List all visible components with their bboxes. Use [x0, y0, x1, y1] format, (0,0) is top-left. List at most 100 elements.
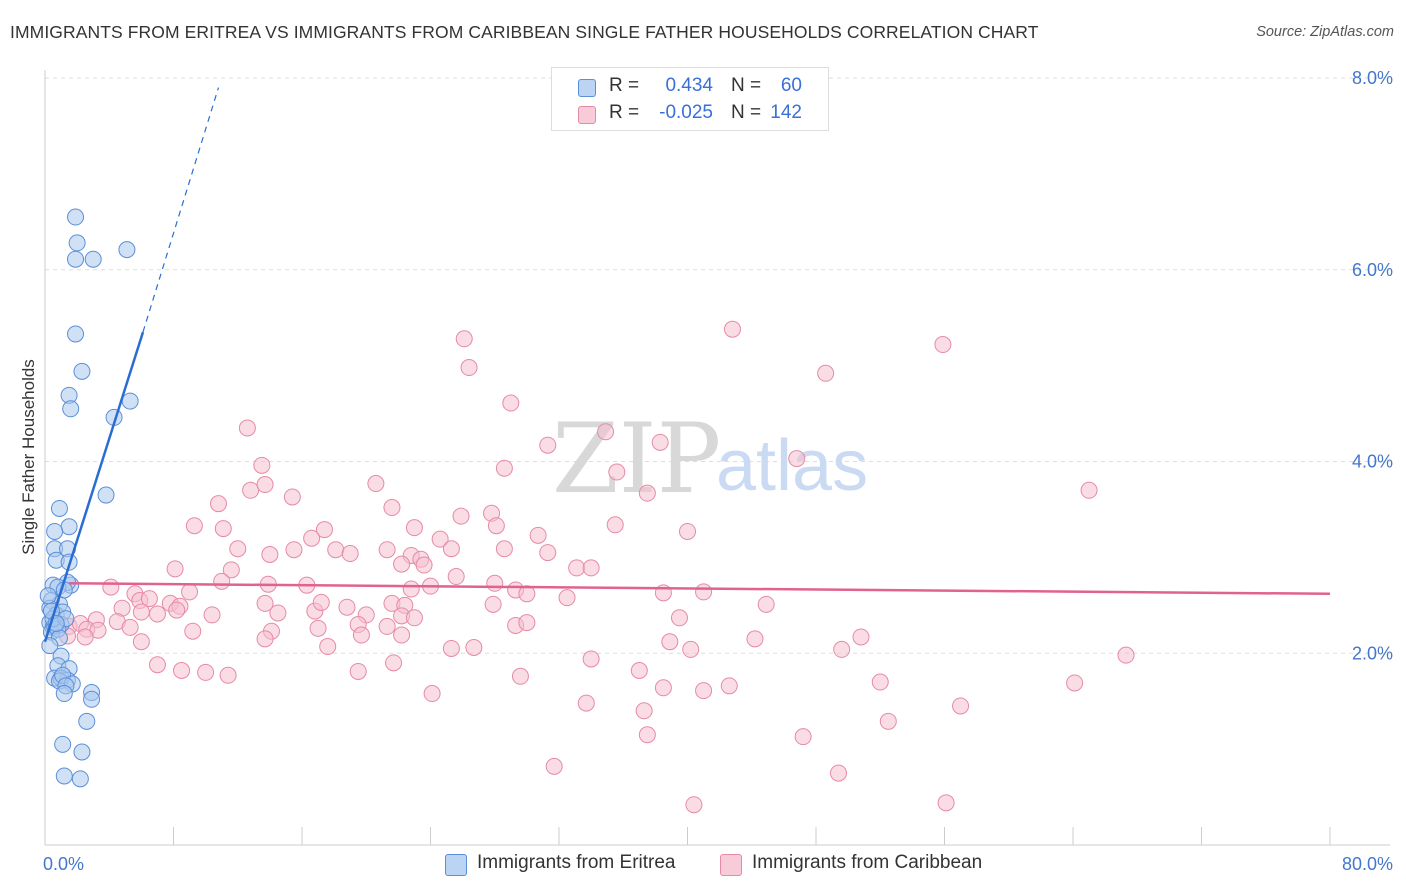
legend-n-value-eritrea: 60: [780, 75, 802, 96]
eritrea-point: [55, 685, 73, 703]
caribbean-point: [1066, 674, 1084, 692]
caribbean-point: [315, 521, 333, 539]
caribbean-point: [405, 519, 423, 537]
caribbean-trend-line: [69, 582, 1331, 596]
caribbean-point: [256, 630, 274, 648]
caribbean-point: [495, 459, 513, 477]
caribbean-point: [635, 702, 653, 720]
bottom-legend-swatch-eritrea: [445, 854, 467, 876]
legend-row-caribbean: R = -0.025 N = 142: [552, 102, 828, 128]
caribbean-point: [405, 609, 423, 627]
caribbean-point: [166, 560, 184, 578]
eritrea-point: [121, 392, 139, 410]
caribbean-point: [661, 633, 679, 651]
caribbean-point: [529, 526, 547, 544]
y-tick-label: 4.0%: [1352, 452, 1393, 472]
eritrea-point: [62, 400, 80, 418]
caribbean-point: [487, 517, 505, 535]
y-tick-label: 2.0%: [1352, 643, 1393, 663]
eritrea-point: [73, 743, 91, 761]
legend-n-label: N =: [731, 102, 762, 123]
watermark-atlas: atlas: [716, 426, 868, 506]
caribbean-point: [393, 555, 411, 573]
caribbean-point: [385, 654, 403, 672]
caribbean-point: [423, 685, 441, 703]
caribbean-point: [577, 694, 595, 712]
caribbean-point: [309, 619, 327, 637]
caribbean-point: [338, 598, 356, 616]
caribbean-point: [460, 359, 478, 377]
caribbean-point: [788, 450, 806, 468]
eritrea-point: [97, 486, 115, 504]
caribbean-point: [638, 484, 656, 502]
caribbean-point: [937, 794, 955, 812]
caribbean-point: [76, 628, 94, 646]
caribbean-point: [452, 507, 470, 525]
caribbean-point: [597, 423, 615, 441]
caribbean-point: [695, 682, 713, 700]
caribbean-point: [341, 545, 359, 563]
bottom-legend-swatch-caribbean: [720, 854, 742, 876]
caribbean-point: [486, 574, 504, 592]
caribbean-point: [319, 638, 337, 656]
eritrea-point: [67, 250, 85, 268]
caribbean-point: [312, 593, 330, 611]
caribbean-point: [148, 656, 166, 674]
caribbean-point: [214, 520, 232, 538]
eritrea-point: [67, 208, 85, 226]
watermark-zip: ZIP: [552, 403, 721, 515]
caribbean-point: [879, 712, 897, 730]
trend-lines: [43, 87, 1331, 643]
caribbean-point: [465, 638, 483, 656]
legend-n-value-caribbean: 142: [770, 102, 802, 123]
caribbean-point: [568, 559, 586, 577]
caribbean-point: [261, 545, 279, 563]
caribbean-point: [746, 630, 764, 648]
bottom-legend-label-eritrea: Immigrants from Eritrea: [477, 852, 676, 873]
legend-n-label: N =: [731, 75, 762, 96]
y-tick-label: 6.0%: [1352, 260, 1393, 280]
caribbean-point: [209, 495, 227, 513]
caribbean-point: [833, 640, 851, 658]
grid-lines: [45, 77, 1390, 654]
eritrea-trend-extension: [142, 87, 220, 333]
eritrea-series: [39, 208, 139, 788]
caribbean-series: [58, 320, 1135, 814]
caribbean-point: [168, 601, 186, 619]
caribbean-point: [203, 606, 221, 624]
eritrea-point: [39, 587, 57, 605]
eritrea-point: [50, 499, 68, 517]
caribbean-point: [852, 628, 870, 646]
caribbean-point: [582, 559, 600, 577]
caribbean-point: [511, 667, 529, 685]
caribbean-point: [685, 796, 703, 814]
caribbean-point: [102, 578, 120, 596]
caribbean-point: [238, 419, 256, 437]
caribbean-point: [213, 572, 231, 590]
caribbean-point: [502, 394, 520, 412]
caribbean-point: [518, 614, 536, 632]
legend-swatch-caribbean: [578, 106, 596, 124]
eritrea-point: [84, 250, 102, 268]
eritrea-point: [55, 767, 73, 785]
legend-swatch-eritrea: [578, 79, 596, 97]
eritrea-point: [83, 690, 101, 708]
x-tick-label-min: 0.0%: [43, 854, 84, 874]
caribbean-point: [184, 622, 202, 640]
caribbean-point: [794, 728, 812, 746]
eritrea-point: [73, 362, 91, 380]
bottom-legend-label-caribbean: Immigrants from Caribbean: [752, 852, 983, 873]
legend-r-value-caribbean: -0.025: [659, 102, 713, 123]
caribbean-point: [197, 663, 215, 681]
eritrea-point: [68, 234, 86, 252]
caribbean-point: [829, 764, 847, 782]
caribbean-point: [495, 540, 513, 558]
caribbean-point: [1080, 481, 1098, 499]
caribbean-point: [442, 540, 460, 558]
caribbean-point: [431, 530, 449, 548]
eritrea-point: [118, 241, 136, 259]
caribbean-point: [670, 609, 688, 627]
caribbean-point: [934, 336, 952, 354]
x-tick-marks: [44, 827, 1331, 845]
stats-legend: R = 0.434 N = 60 R = -0.025 N = 142: [551, 67, 829, 131]
